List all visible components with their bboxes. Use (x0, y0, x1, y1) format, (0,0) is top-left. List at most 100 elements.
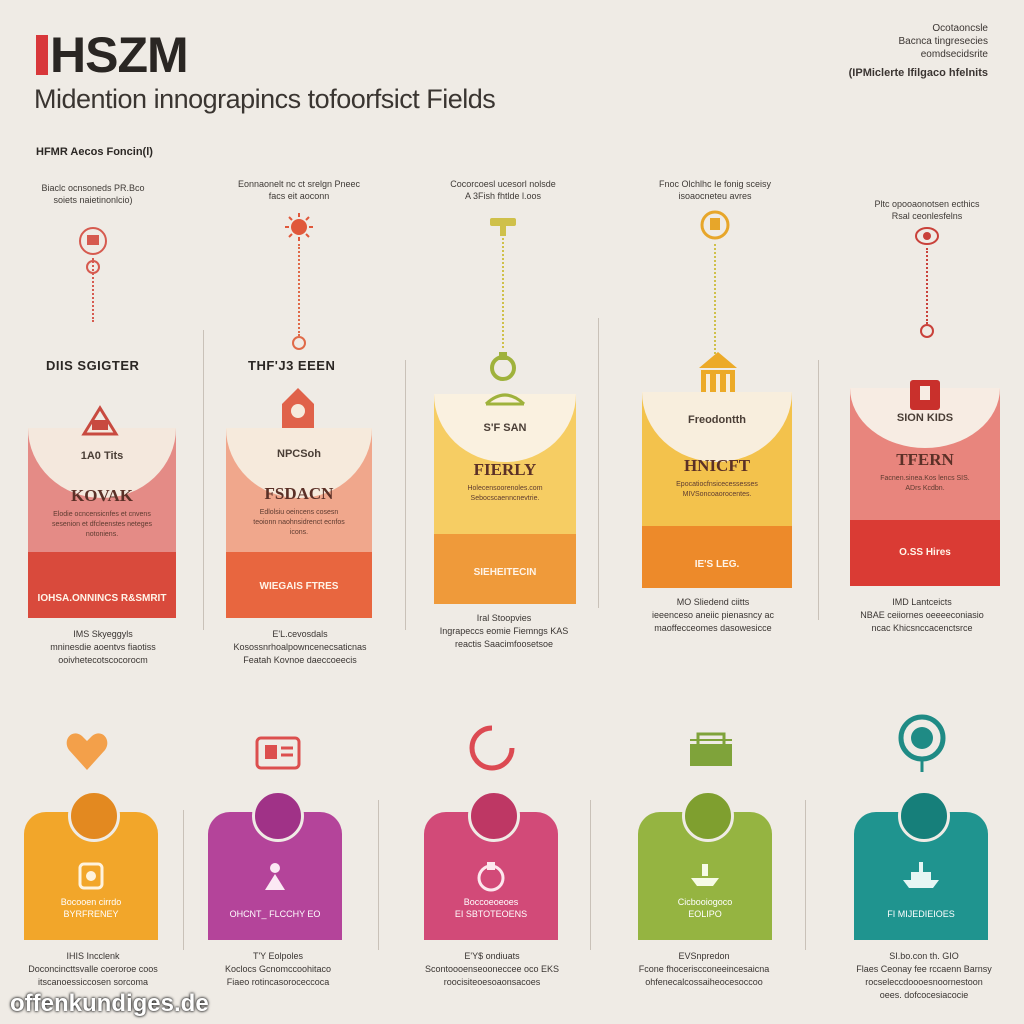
category-card-2: OHCNT_ FLCCHY EO (208, 790, 342, 940)
top-column-4: Fnoc Olchlhc Ie fonig sceisy isoaocneteu… (630, 178, 800, 678)
column-caption: Cocorcoesl ucesorl nolsde A 3Fish fhtlde… (450, 179, 556, 201)
string-ring (86, 260, 100, 274)
person-icon (265, 863, 285, 890)
column-caption: Pltc opooaonotsen ecthics Rsal ceonlesfe… (874, 199, 980, 221)
card-label: Bocooen cirrdo BYRFRENEY (60, 897, 122, 919)
column-description: IMS Skyeggyls mninesdie aoentvs fiaotiss… (50, 629, 156, 665)
register-icon (690, 732, 732, 766)
card-title: FSDACN (264, 484, 334, 503)
column-description: IMD Lantceicts NBAE ceiiornes oeeeeconia… (860, 597, 984, 633)
top-column-2: Eonnaonelt nc ct srelgn Pneec facs eit a… (214, 178, 384, 678)
card-circle (252, 790, 304, 842)
card-text: Edlolsiu oeincens cosesn teoionn naohnsi… (253, 509, 345, 536)
hanging-string (298, 244, 300, 336)
pin-icon (79, 227, 107, 255)
string-ring (292, 336, 306, 350)
card-title: HNICFT (683, 456, 751, 475)
info-card-4: Freodontth HNICFT Epocatiocfnsicecessess… (642, 392, 792, 588)
card-band (850, 520, 1000, 586)
house-icon (282, 388, 314, 428)
card-circle (682, 790, 734, 842)
ship-icon (903, 862, 939, 888)
category-description: IHIS Incclenk Doconcincttsvalle coeroroe… (28, 951, 158, 987)
divider (590, 800, 591, 950)
card-badge: Freodontth (687, 414, 747, 426)
card-title: KOVAK (70, 486, 134, 505)
column-caption: Eonnaonelt nc ct srelgn Pneec facs eit a… (237, 179, 361, 201)
info-card-3: S'F SAN FIERLY Holecensoorenoles.com Seb… (434, 394, 576, 604)
logo-bar (36, 35, 48, 75)
string-ring (920, 324, 934, 338)
card-text: Facnen.sinea.Kos lencs SIS. ADrs Kcdbn. (880, 475, 970, 492)
boat-icon (691, 864, 719, 886)
brand-logo: HSZM (36, 26, 189, 84)
category-description: SI.bo.con th. GIO Flaes Ceonay fee rccae… (856, 951, 992, 1000)
building-icon (81, 405, 119, 436)
hanging-string (714, 244, 716, 354)
refresh-icon (469, 725, 515, 771)
calendar-icon (255, 736, 301, 770)
card-band-text: WIEGAIS FTRES (259, 581, 339, 592)
card-band (434, 534, 576, 604)
card-band-text: SIEHEITECIN (473, 567, 537, 578)
book-icon (910, 380, 940, 410)
divider (805, 800, 806, 950)
column-heading: THF'J3 EEEN (248, 358, 336, 373)
category-card-5: FI MIJEDIEIOES (854, 790, 988, 940)
ring-icon (490, 352, 516, 381)
info-card-5: SION KIDS TFERN Facnen.sinea.Kos lencs S… (850, 388, 1000, 586)
card-title: FIERLY (473, 460, 537, 479)
clipboard-icon (78, 862, 104, 890)
card-label: OHCNT_ FLCCHY EO (229, 909, 321, 919)
category-description: T'Y Eolpoles Koclocs Gcnomccoohitaco Fia… (224, 951, 332, 987)
heart-icon (66, 733, 108, 770)
hanging-string (502, 238, 504, 348)
card-label: Cicbooiogoco EOLIPO (677, 897, 733, 919)
bag-icon (477, 862, 505, 892)
header-note-3: eomdsecidsrite (920, 49, 988, 60)
card-band (28, 552, 176, 618)
card-circle (468, 790, 520, 842)
globe-icon (898, 714, 946, 772)
column-description: MO Sliedend ciitts ieeenceso aneiic pien… (651, 597, 775, 633)
section-label: HFMR Aecos Foncin(l) (36, 146, 153, 158)
tool-icon (490, 218, 516, 236)
page-subtitle: Midention innograpincs tofoorfsict Field… (34, 84, 496, 114)
card-title: TFERN (896, 450, 954, 469)
category-card-3: Boccoeoeoes EI SBTOTEOENS (424, 790, 558, 940)
divider (183, 810, 184, 950)
top-column-5: Pltc opooaonotsen ecthics Rsal ceonlesfe… (842, 198, 1012, 698)
watermark: offenkundiges.de (10, 990, 209, 1017)
header-notes: Ocotaoncsle Bacnca tingresecies eomdseci… (849, 22, 988, 80)
divider (598, 318, 599, 608)
coin-icon (700, 210, 730, 240)
category-card-4: Cicbooiogoco EOLIPO (638, 790, 772, 940)
category-description: E'Y$ ondiuats Scontoooenseooneccee oco E… (424, 951, 560, 987)
card-circle (68, 790, 120, 842)
info-card-2: NPCSoh FSDACN Edlolsiu oeincens cosesn t… (226, 428, 372, 618)
category-card-1: Bocooen cirrdo BYRFRENEY (24, 790, 158, 940)
hanging-string (92, 258, 94, 322)
gear-icon (915, 227, 939, 245)
card-band (226, 552, 372, 618)
category-description: EVSnpredon Fcone fhoceriscconeeincesaicn… (638, 951, 770, 987)
card-band-text: O.SS Hires (899, 547, 951, 558)
column-description: E'L.cevosdals Kosossnrhoalpowncenecsatic… (233, 629, 367, 665)
top-column-1: Biaclc ocnsoneds PR.Bco soiets naietinon… (8, 178, 178, 678)
card-badge: NPCSoh (277, 448, 321, 460)
bridge-icon (484, 393, 526, 406)
divider (405, 360, 406, 630)
logo-text: HSZM (50, 27, 189, 83)
column-caption: Biaclc ocnsoneds PR.Bco soiets naietinon… (41, 183, 145, 205)
divider (818, 360, 819, 620)
temple-icon (699, 352, 737, 396)
hanging-string (926, 248, 928, 324)
card-text: Epocatiocfnsicecessesses MIVSoncoaorocen… (676, 481, 758, 498)
card-arch (642, 392, 792, 462)
sun-icon (285, 213, 313, 241)
card-badge: SION KIDS (896, 412, 954, 424)
column-description: Iral Stoopvies Ingrapeccs eomie Fiemngs … (439, 613, 569, 649)
divider (378, 800, 379, 950)
header-note-1: Ocotaoncsle (932, 23, 988, 34)
card-band-text: IOHSA.ONNINCS R&SMRIT (37, 593, 167, 604)
